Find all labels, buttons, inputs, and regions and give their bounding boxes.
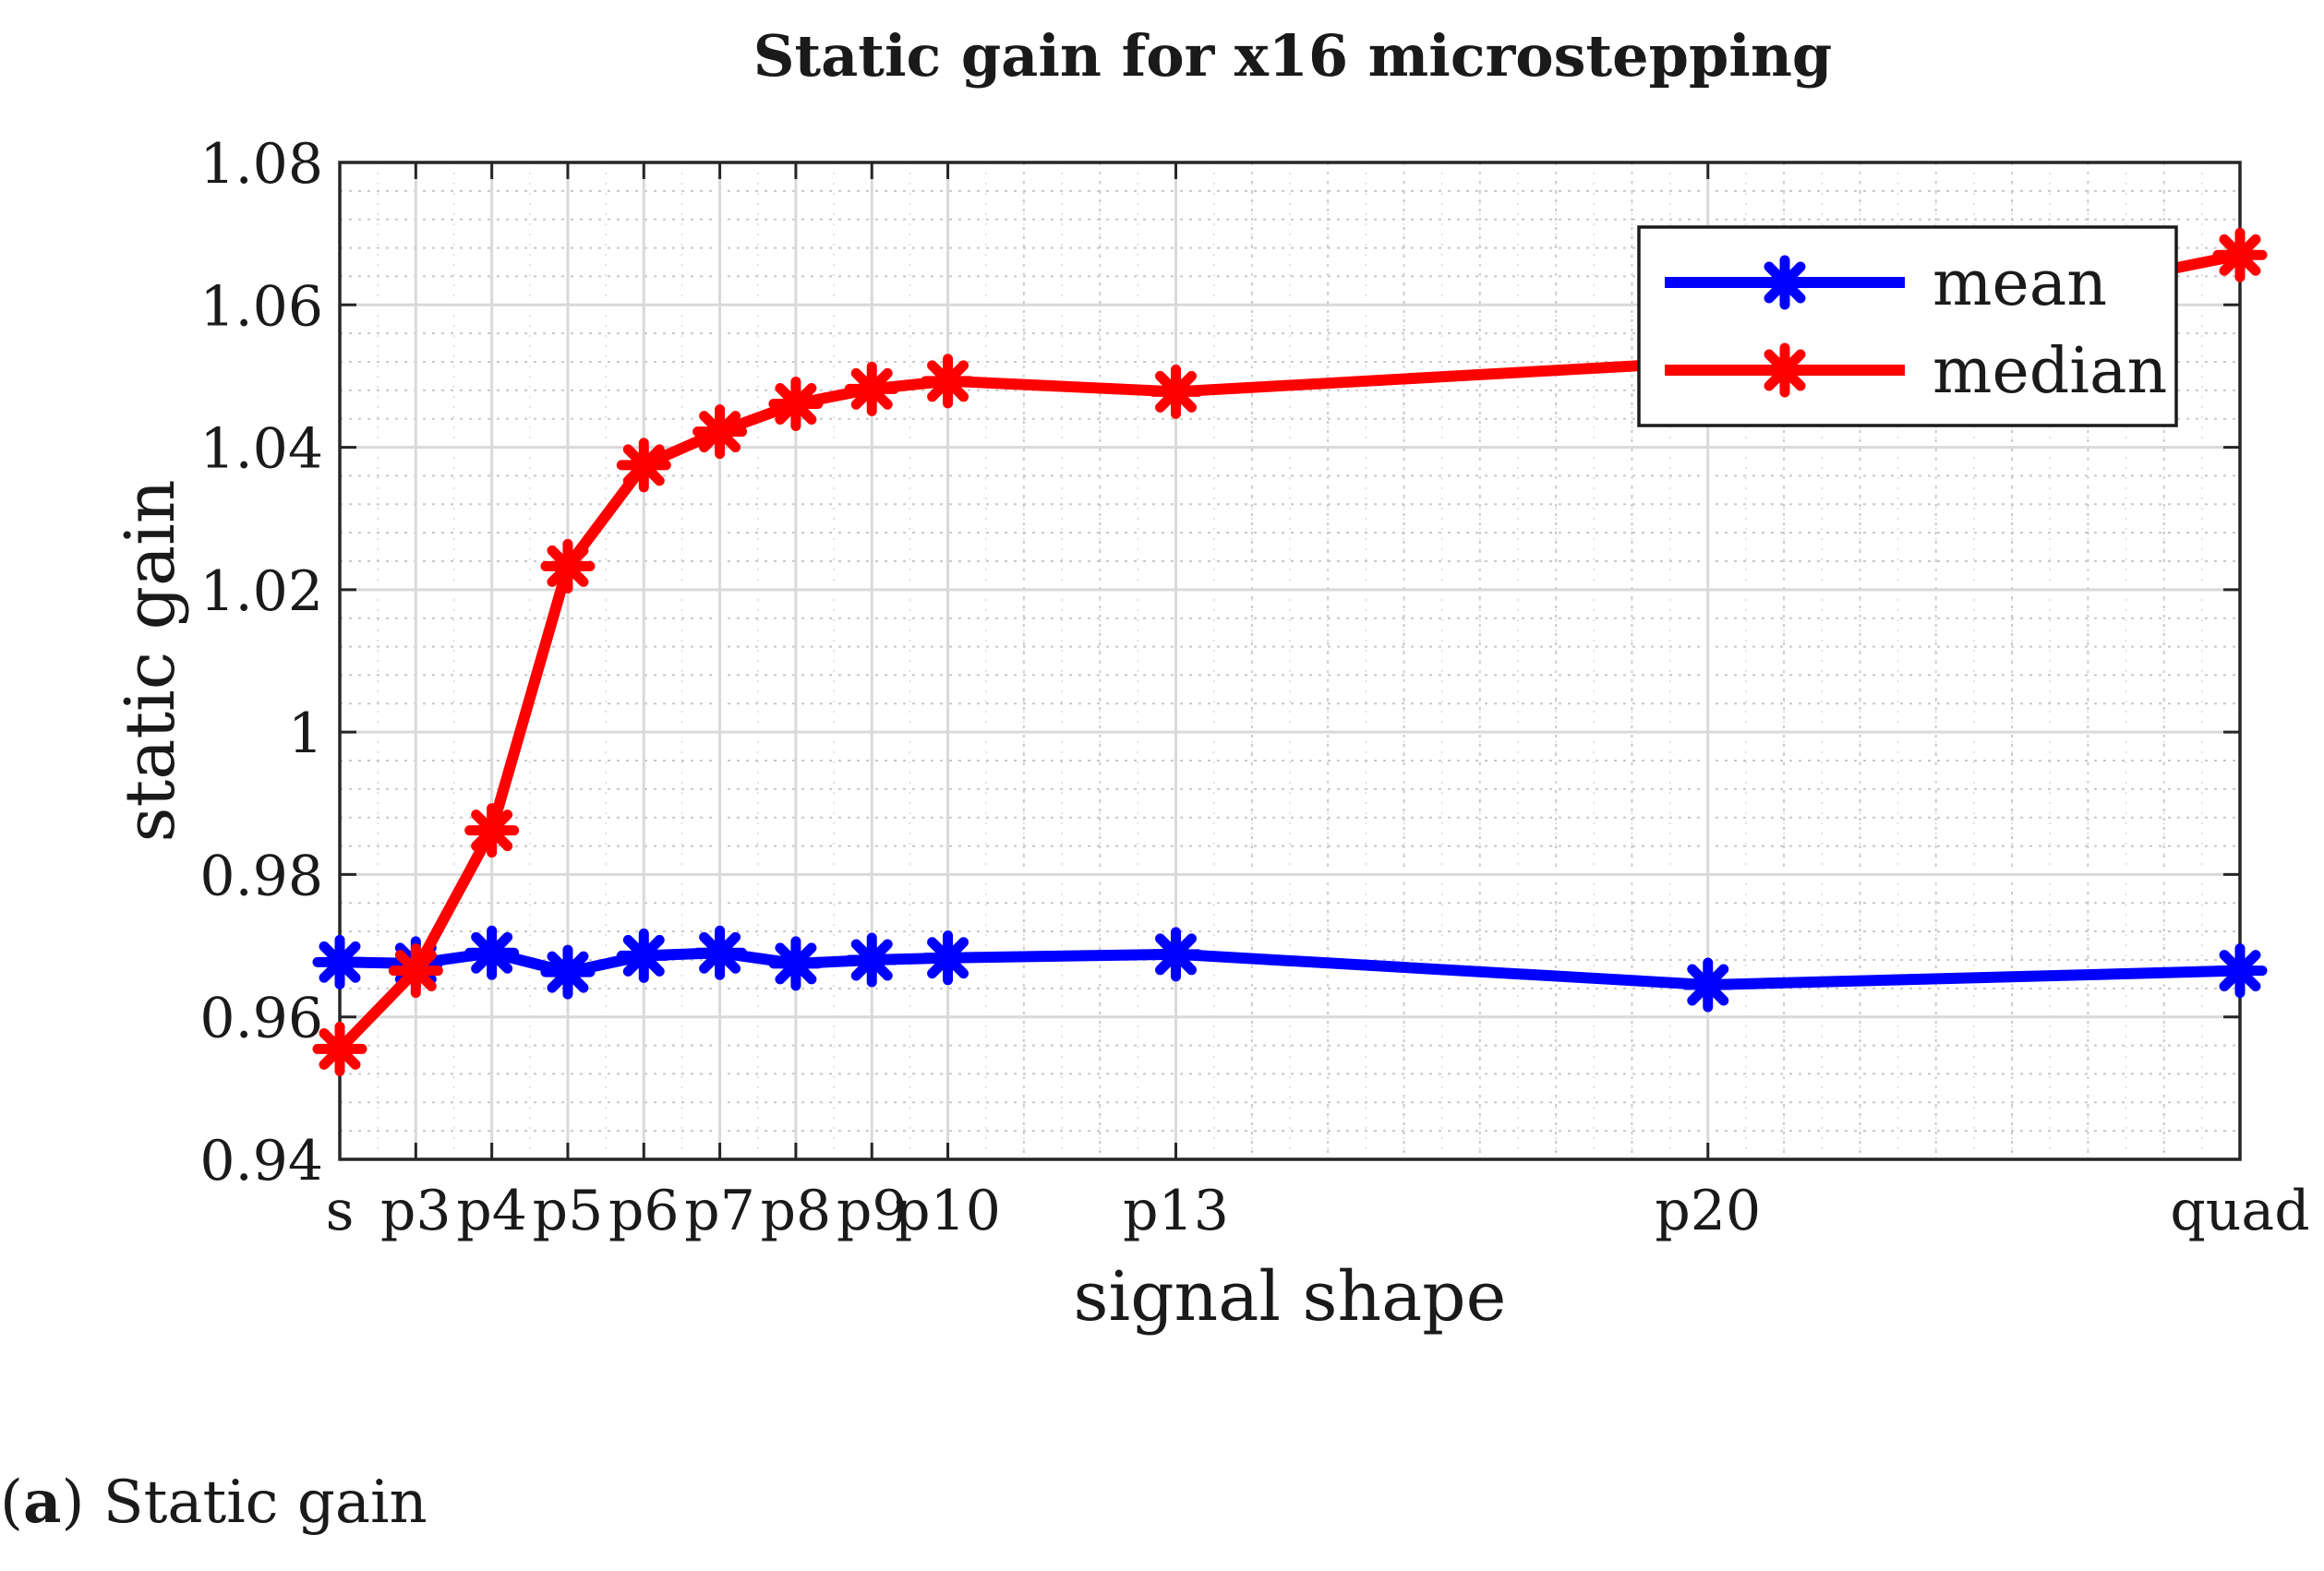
data-point bbox=[616, 438, 671, 493]
data-point bbox=[921, 354, 976, 409]
data-point-core bbox=[2227, 243, 2253, 268]
data-point bbox=[1680, 957, 1736, 1013]
y-tick-label: 0.98 bbox=[199, 844, 323, 908]
data-point-core bbox=[327, 950, 353, 975]
data-point bbox=[616, 928, 671, 983]
data-point-core bbox=[632, 452, 656, 478]
data-point bbox=[1149, 364, 1204, 419]
y-tick-label: 1.02 bbox=[199, 559, 323, 624]
data-point-core bbox=[860, 947, 885, 973]
data-point-core bbox=[1695, 972, 1720, 998]
legend-label-mean: mean bbox=[1933, 247, 2107, 320]
data-point bbox=[2212, 943, 2268, 999]
data-point bbox=[540, 944, 596, 1000]
x-tick-label: p3 bbox=[380, 1179, 452, 1243]
data-point bbox=[1757, 342, 1812, 398]
data-point-core bbox=[403, 958, 428, 983]
data-point-core bbox=[2227, 958, 2253, 983]
x-axis-label: signal shape bbox=[1074, 1257, 1507, 1337]
x-tick-label: p4 bbox=[456, 1179, 527, 1243]
data-point-core bbox=[707, 941, 732, 965]
data-point bbox=[921, 930, 976, 986]
data-point bbox=[692, 925, 748, 980]
data-point bbox=[312, 934, 367, 989]
data-point-core bbox=[783, 391, 809, 416]
data-point-core bbox=[1772, 357, 1798, 383]
series-layer bbox=[312, 227, 2268, 1076]
data-point-core bbox=[935, 945, 960, 970]
series-line-median bbox=[335, 249, 2242, 1053]
legend-box bbox=[1637, 225, 2178, 427]
data-point-core bbox=[632, 943, 656, 968]
chart-title: Static gain for x16 microstepping bbox=[753, 22, 1833, 90]
data-point bbox=[768, 936, 824, 991]
x-tick-label: p20 bbox=[1655, 1179, 1761, 1243]
data-point bbox=[768, 377, 824, 432]
data-point-core bbox=[783, 951, 809, 977]
x-tick-label: p6 bbox=[608, 1179, 680, 1243]
data-point-core bbox=[1772, 270, 1798, 295]
plot-area bbox=[338, 161, 2242, 1161]
data-point bbox=[388, 943, 443, 999]
y-tick-label: 0.94 bbox=[199, 1129, 323, 1193]
data-point bbox=[844, 932, 899, 988]
data-point bbox=[540, 538, 596, 594]
y-axis-label: static gain bbox=[111, 479, 190, 842]
data-point-core bbox=[935, 368, 960, 394]
legend: mean median bbox=[1637, 225, 2178, 427]
caption-text: Static gain bbox=[102, 1469, 427, 1537]
x-tick-label: p9 bbox=[837, 1179, 908, 1243]
x-tick-label: quad bbox=[2170, 1179, 2309, 1243]
y-tick-label: 1.08 bbox=[199, 132, 323, 197]
data-point bbox=[1149, 927, 1204, 982]
data-point bbox=[844, 361, 899, 416]
y-tick-label: 0.96 bbox=[199, 987, 323, 1051]
y-axis: 0.94 0.96 0.98 1 1.02 1.04 1.06 1.08 bbox=[199, 132, 2240, 1193]
data-point-core bbox=[1163, 941, 1188, 967]
data-point bbox=[2212, 227, 2268, 282]
data-point-core bbox=[555, 554, 581, 579]
caption-label: a bbox=[22, 1468, 62, 1537]
y-tick-label: 1.04 bbox=[199, 417, 323, 482]
data-point-core bbox=[479, 941, 504, 965]
series-mean bbox=[312, 925, 2268, 1013]
legend-label-median: median bbox=[1933, 335, 2167, 408]
x-tick-label: p13 bbox=[1123, 1179, 1229, 1243]
data-point-core bbox=[327, 1037, 353, 1061]
x-tick-label: s bbox=[326, 1179, 355, 1243]
data-point-core bbox=[707, 419, 732, 444]
x-tick-label: p10 bbox=[895, 1179, 1001, 1243]
data-point bbox=[464, 803, 520, 858]
data-point bbox=[1757, 255, 1812, 310]
data-point-core bbox=[555, 959, 581, 985]
x-tick-label: p8 bbox=[761, 1179, 832, 1243]
y-tick-label: 1.06 bbox=[199, 274, 323, 339]
data-point-core bbox=[479, 818, 504, 843]
data-point bbox=[692, 404, 748, 460]
x-tick-label: p5 bbox=[533, 1179, 604, 1243]
x-tick-label: p7 bbox=[684, 1179, 755, 1243]
data-point-core bbox=[860, 377, 885, 402]
data-point bbox=[464, 925, 520, 980]
data-point-core bbox=[1163, 379, 1188, 404]
y-tick-label: 1 bbox=[288, 702, 323, 766]
data-point bbox=[312, 1021, 367, 1076]
figure-caption: (a) Static gain bbox=[0, 1468, 427, 1537]
